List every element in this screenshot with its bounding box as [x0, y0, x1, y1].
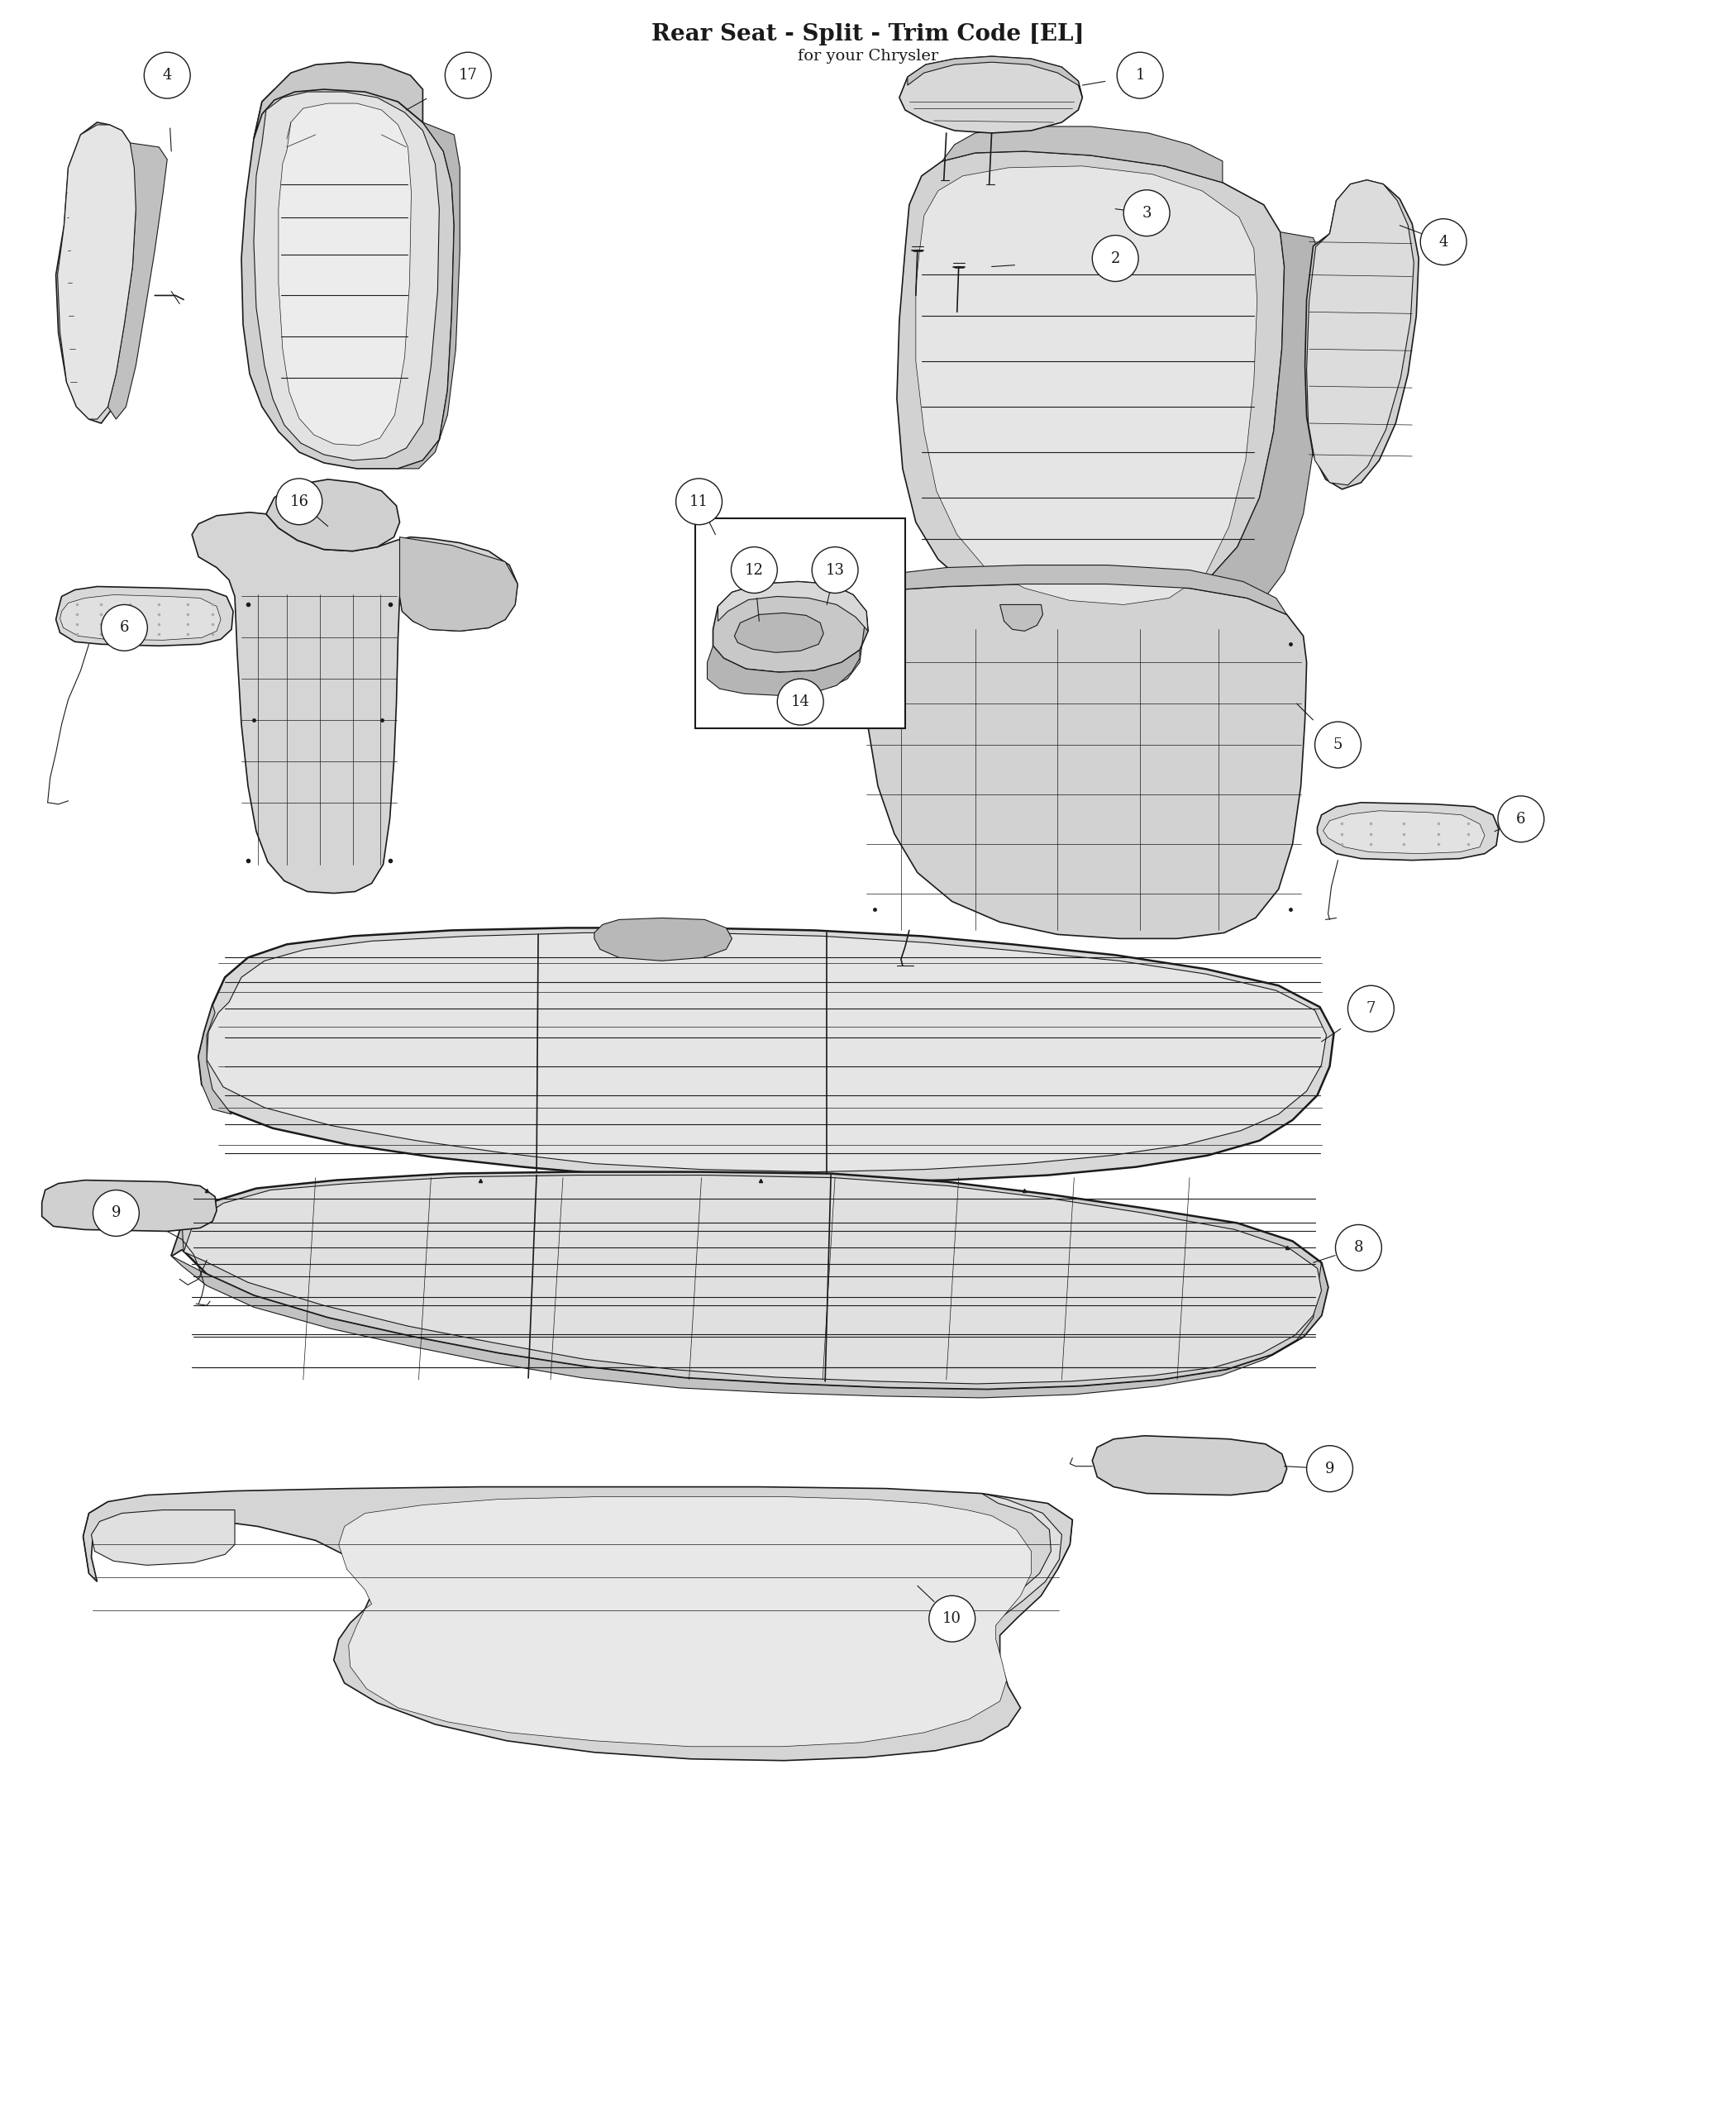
Polygon shape	[253, 93, 439, 460]
Circle shape	[94, 1191, 139, 1235]
Polygon shape	[172, 1225, 184, 1256]
Polygon shape	[193, 512, 517, 894]
Polygon shape	[172, 1172, 1328, 1389]
Text: 6: 6	[120, 620, 128, 635]
Circle shape	[731, 546, 778, 592]
Polygon shape	[861, 565, 1286, 616]
Polygon shape	[241, 84, 455, 468]
Polygon shape	[1168, 232, 1321, 618]
Text: 2: 2	[1111, 251, 1120, 266]
Circle shape	[1335, 1225, 1382, 1271]
Polygon shape	[57, 124, 135, 419]
Polygon shape	[278, 103, 411, 445]
Circle shape	[675, 479, 722, 525]
Text: Rear Seat - Split - Trim Code [EL]: Rear Seat - Split - Trim Code [EL]	[651, 23, 1085, 44]
Text: 10: 10	[943, 1611, 962, 1625]
Circle shape	[778, 679, 823, 725]
Polygon shape	[398, 122, 460, 468]
Polygon shape	[943, 126, 1222, 183]
Polygon shape	[399, 538, 517, 630]
Polygon shape	[253, 61, 424, 139]
Text: 16: 16	[290, 493, 309, 508]
Text: 12: 12	[745, 563, 764, 578]
Polygon shape	[724, 611, 868, 689]
Polygon shape	[61, 594, 220, 641]
Circle shape	[1307, 1446, 1352, 1492]
Polygon shape	[1092, 1436, 1286, 1495]
Polygon shape	[207, 934, 1326, 1172]
Polygon shape	[707, 645, 859, 696]
Polygon shape	[184, 1174, 1321, 1383]
Circle shape	[1092, 236, 1139, 282]
Polygon shape	[899, 57, 1082, 133]
Text: 11: 11	[689, 493, 708, 508]
Polygon shape	[198, 928, 1333, 1183]
Polygon shape	[56, 586, 233, 645]
Bar	[694, 519, 904, 729]
Polygon shape	[713, 582, 868, 672]
Circle shape	[444, 53, 491, 99]
Polygon shape	[983, 1492, 1062, 1617]
Text: 1: 1	[1135, 67, 1144, 82]
Circle shape	[1420, 219, 1467, 266]
Polygon shape	[898, 152, 1285, 613]
Text: 4: 4	[163, 67, 172, 82]
Polygon shape	[1000, 605, 1043, 630]
Polygon shape	[1323, 812, 1484, 854]
Text: 8: 8	[1354, 1240, 1363, 1254]
Circle shape	[1123, 190, 1170, 236]
Polygon shape	[908, 57, 1082, 97]
Polygon shape	[594, 917, 733, 961]
Text: 5: 5	[1333, 738, 1342, 753]
Circle shape	[1347, 987, 1394, 1031]
Circle shape	[929, 1596, 976, 1642]
Polygon shape	[56, 122, 141, 424]
Text: 4: 4	[1439, 234, 1448, 249]
Text: 7: 7	[1366, 1001, 1375, 1016]
Polygon shape	[1305, 179, 1418, 489]
Polygon shape	[198, 1006, 231, 1115]
Text: 9: 9	[1325, 1461, 1335, 1476]
Text: 3: 3	[1142, 207, 1151, 221]
Polygon shape	[1318, 803, 1498, 860]
Circle shape	[1116, 53, 1163, 99]
Polygon shape	[339, 1497, 1031, 1748]
Text: 9: 9	[111, 1206, 122, 1221]
Polygon shape	[92, 1509, 234, 1564]
Polygon shape	[108, 143, 167, 419]
Polygon shape	[1307, 179, 1413, 485]
Circle shape	[812, 546, 858, 592]
Text: 6: 6	[1516, 812, 1526, 826]
Circle shape	[276, 479, 323, 525]
Text: for your Chrysler: for your Chrysler	[797, 48, 939, 63]
Polygon shape	[42, 1180, 217, 1231]
Polygon shape	[266, 479, 399, 550]
Circle shape	[1314, 721, 1361, 767]
Polygon shape	[719, 582, 868, 630]
Text: 14: 14	[792, 694, 811, 710]
Circle shape	[144, 53, 191, 99]
Circle shape	[1498, 797, 1543, 841]
Circle shape	[101, 605, 148, 651]
Polygon shape	[83, 1486, 1073, 1760]
Polygon shape	[838, 584, 1307, 938]
Polygon shape	[917, 167, 1257, 605]
Text: 13: 13	[826, 563, 844, 578]
Polygon shape	[172, 1256, 1328, 1398]
Polygon shape	[734, 613, 823, 653]
Text: 17: 17	[458, 67, 477, 82]
